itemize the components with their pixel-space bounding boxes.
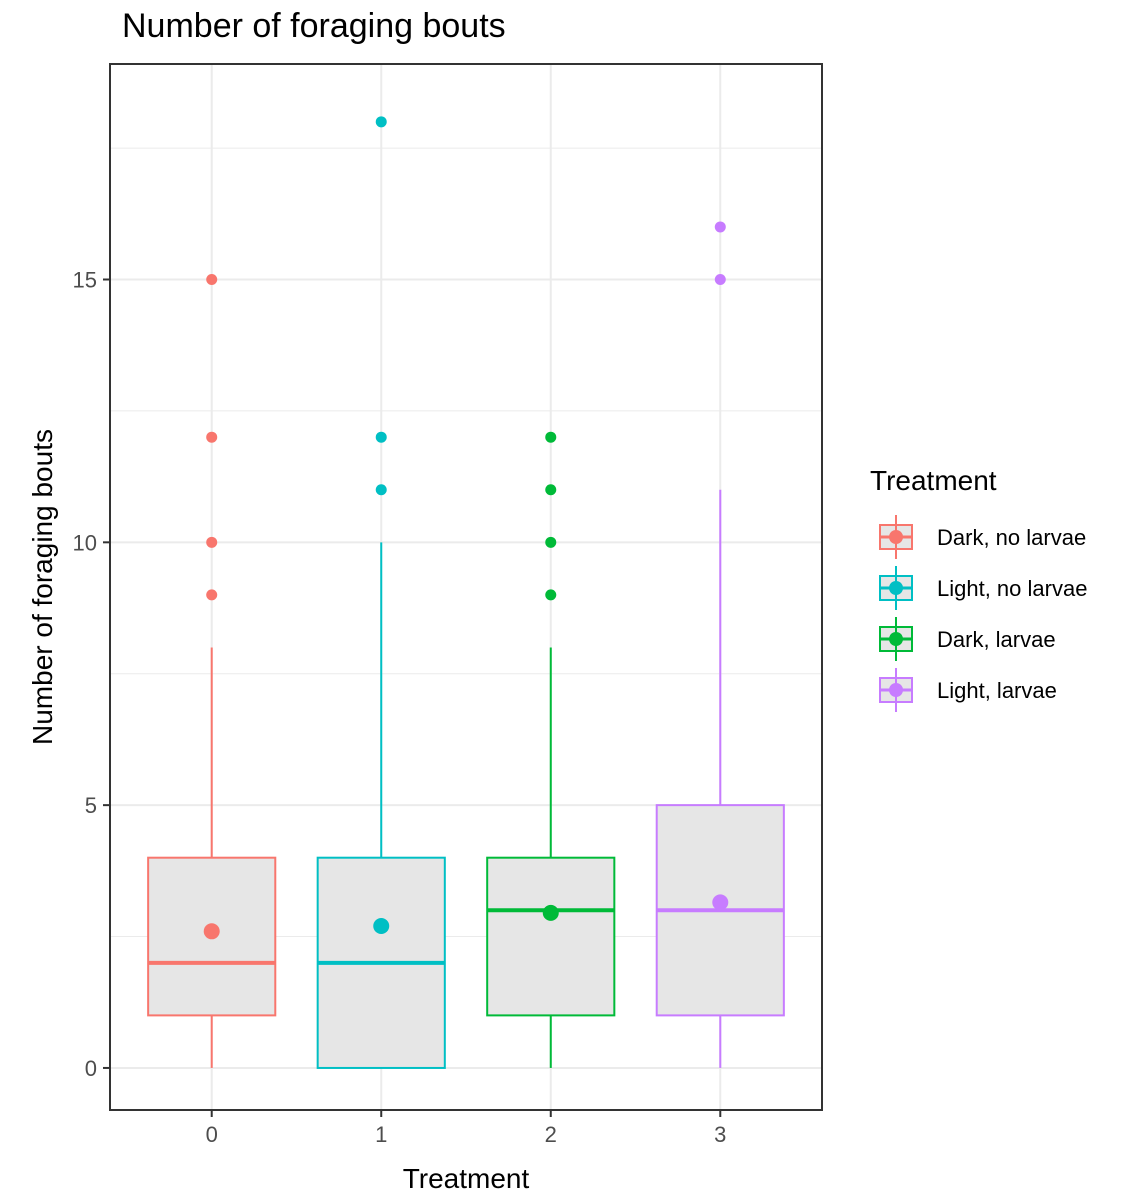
legend-label: Dark, no larvae <box>937 525 1086 550</box>
outlier-point <box>714 274 726 286</box>
legend-title: Treatment <box>870 465 997 496</box>
legend-key-point <box>889 632 903 646</box>
outlier-point <box>375 484 387 496</box>
legend-key-point <box>889 530 903 544</box>
legend-label: Light, no larvae <box>937 576 1087 601</box>
mean-point <box>712 894 729 911</box>
outlier-point <box>206 431 218 443</box>
outlier-point <box>545 431 557 443</box>
boxes-layer <box>147 116 785 1069</box>
mean-point <box>542 904 559 921</box>
x-tick-label: 2 <box>545 1122 557 1147</box>
legend-key-point <box>889 683 903 697</box>
outlier-point <box>206 536 218 548</box>
plot-panel-border <box>109 63 823 1111</box>
chart-title: Number of foraging bouts <box>122 7 506 45</box>
outlier-point <box>545 536 557 548</box>
y-tick-label: 0 <box>85 1056 97 1081</box>
x-tick-label: 1 <box>375 1122 387 1147</box>
mean-point <box>203 923 220 940</box>
y-tick-label: 15 <box>73 268 97 293</box>
outlier-point <box>545 589 557 601</box>
y-axis-title: Number of foraging bouts <box>27 429 58 745</box>
outlier-point <box>375 431 387 443</box>
y-tick-label: 5 <box>85 793 97 818</box>
mean-point <box>373 918 390 935</box>
box-iqr <box>486 856 616 1017</box>
outlier-point <box>545 484 557 496</box>
legend-label: Dark, larvae <box>937 627 1056 652</box>
outlier-point <box>206 274 218 286</box>
legend-key-point <box>889 581 903 595</box>
axes-layer: 0 5 10 15 0 1 2 3 <box>73 268 727 1147</box>
x-axis-title: Treatment <box>403 1163 530 1194</box>
outlier-point <box>714 221 726 233</box>
legend: Treatment Dark, no larvae Light, no larva… <box>870 465 1087 712</box>
outlier-point <box>375 116 387 128</box>
y-tick-label: 10 <box>73 530 97 555</box>
x-tick-label: 3 <box>714 1122 726 1147</box>
x-tick-label: 0 <box>206 1122 218 1147</box>
legend-label: Light, larvae <box>937 678 1057 703</box>
outlier-point <box>206 589 218 601</box>
